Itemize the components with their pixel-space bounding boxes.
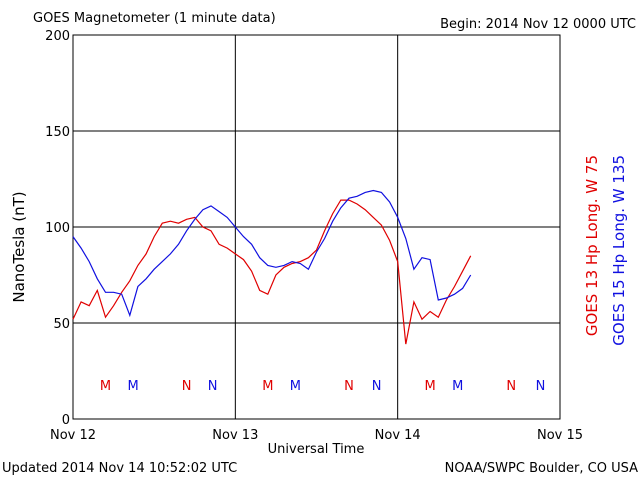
y-tick-label: 100 [45,221,70,236]
day-marker: N [344,379,354,394]
day-marker: N [536,379,546,394]
day-marker: M [425,379,436,394]
day-marker: M [290,379,301,394]
x-tick-label: Nov 14 [375,428,421,443]
chart-title: GOES Magnetometer (1 minute data) [33,11,276,26]
day-marker: M [262,379,273,394]
x-tick-label: Nov 13 [212,428,258,443]
y-tick-label: 150 [45,125,70,140]
y-tick-label: 50 [53,317,70,332]
y-tick-label: 200 [45,29,70,44]
day-marker: N [372,379,382,394]
y-axis-label: NanoTesla (nT) [10,191,28,302]
day-marker: M [100,379,111,394]
x-tick-label: Nov 15 [537,428,583,443]
footer-left: Updated 2014 Nov 14 10:52:02 UTC [2,461,237,476]
series-line [72,199,472,345]
footer-right: NOAA/SWPC Boulder, CO USA [445,461,638,476]
x-tick-label: Nov 12 [50,428,96,443]
day-marker: N [208,379,218,394]
legend-entry: GOES 13 Hp Long. W 75 [583,155,601,336]
chart-subtitle: Begin: 2014 Nov 12 0000 UTC [440,17,636,32]
x-axis-label: Universal Time [268,442,365,457]
day-marker: M [452,379,463,394]
y-tick-label: 0 [62,413,70,428]
series-line [72,189,472,318]
legend-entry: GOES 15 Hp Long. W 135 [610,155,628,346]
day-marker: M [127,379,138,394]
day-marker: N [506,379,516,394]
day-marker: N [182,379,192,394]
